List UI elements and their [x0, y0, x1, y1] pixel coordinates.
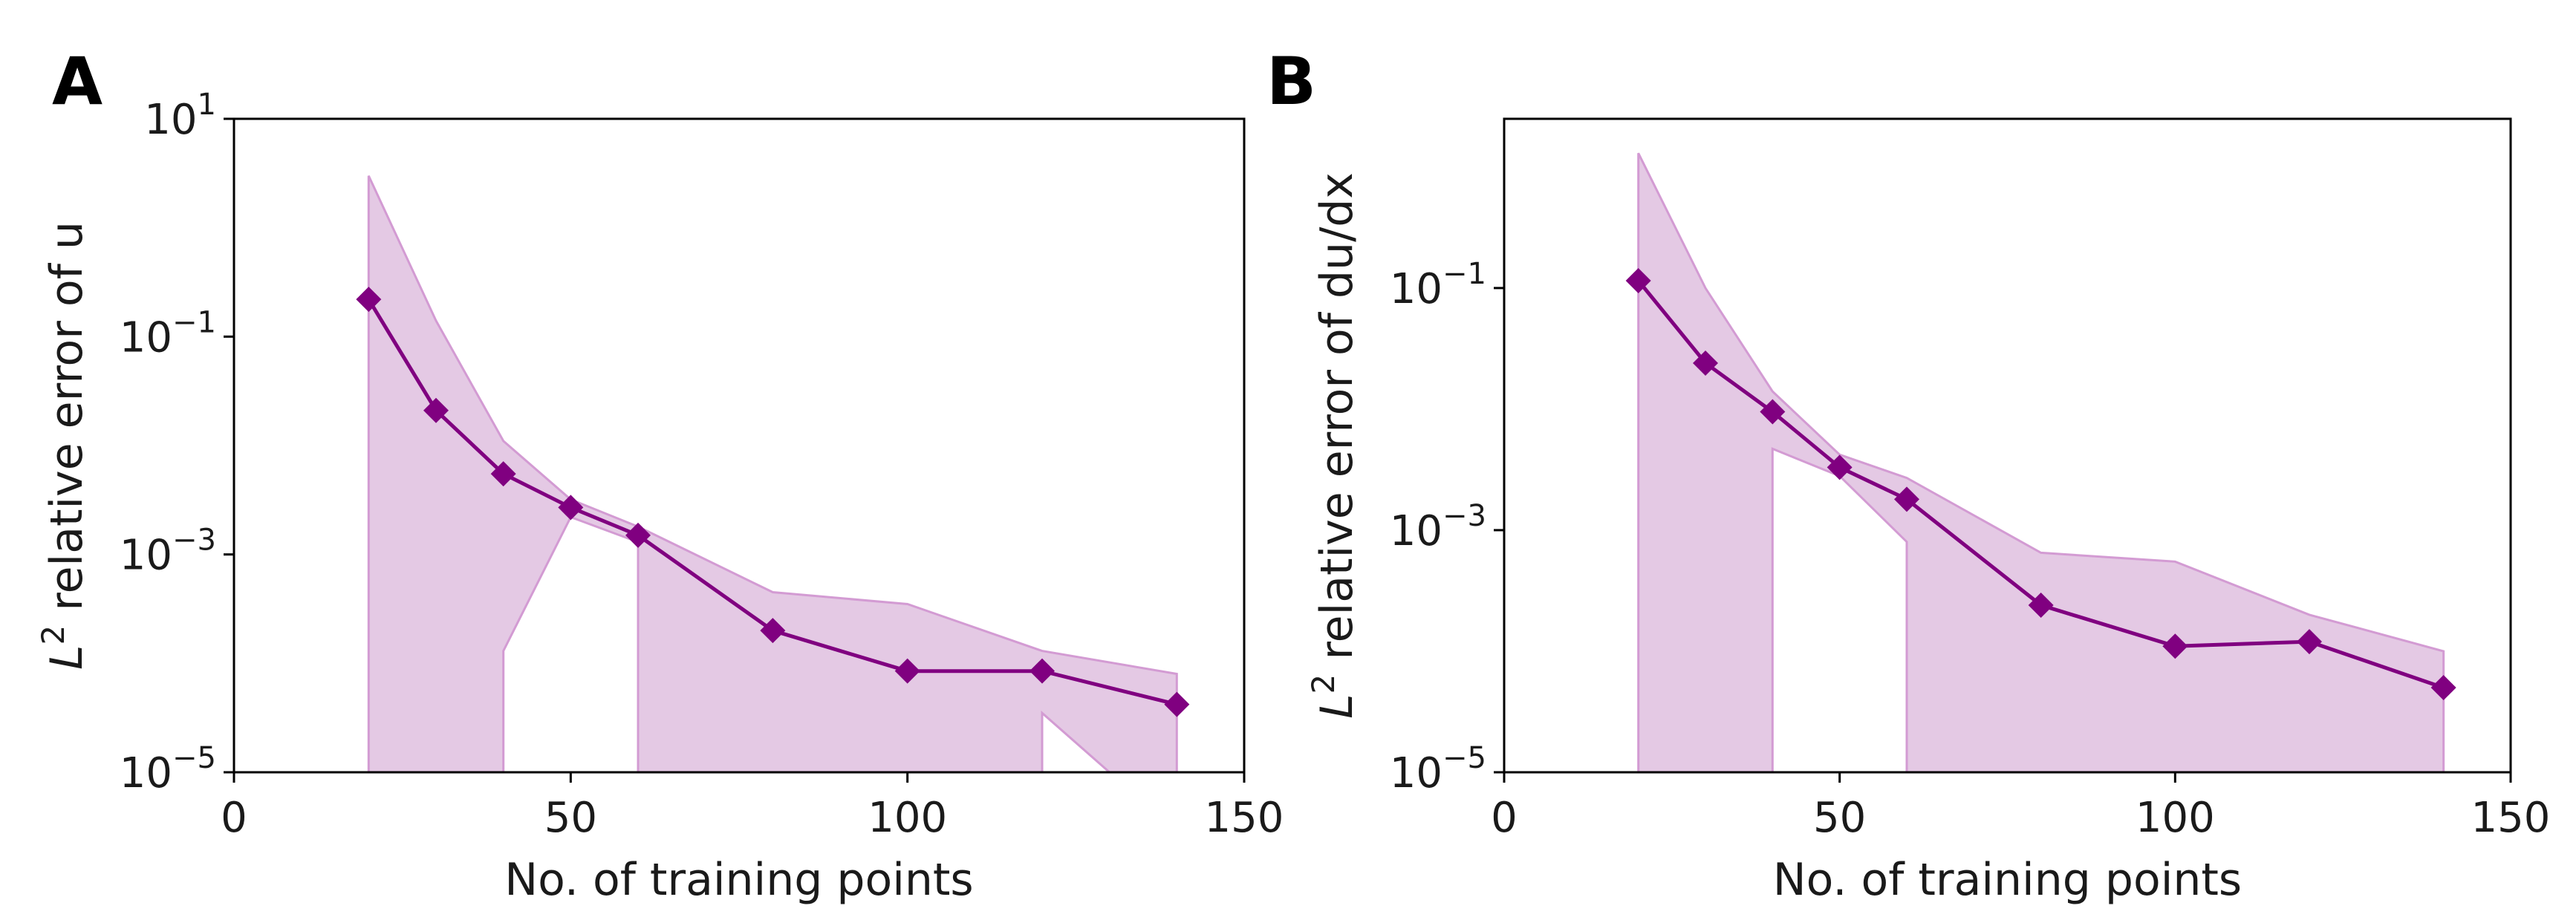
confidence-band: [367, 175, 1178, 774]
data-point-marker: [1164, 691, 1190, 717]
y-tick-exponent: −5: [1443, 741, 1486, 775]
x-tick-label: 100: [2136, 794, 2215, 842]
y-tick-exponent: −1: [1443, 257, 1486, 291]
y-tick-base: 10: [1390, 749, 1443, 798]
y-axis-label: L2 relative error of du/dx: [1305, 172, 1363, 719]
confidence-band: [1637, 152, 2445, 774]
y-tick-label: 10−1: [1390, 257, 1486, 313]
y-tick-label: 10−5: [120, 741, 216, 798]
y-tick-label: 10−1: [120, 305, 216, 362]
axes-frame: [1503, 117, 2512, 774]
y-axis-label-base: L: [1311, 694, 1363, 718]
data-point-marker: [760, 618, 786, 644]
data-point-marker: [423, 397, 449, 423]
x-axis-label: No. of training points: [504, 854, 973, 906]
y-tick-exponent: −3: [172, 524, 216, 558]
x-tick-label: 0: [1491, 794, 1518, 842]
y-tick-base: 10: [1390, 265, 1443, 313]
data-point-marker: [1760, 399, 1786, 425]
data-point-marker: [490, 461, 516, 487]
y-axis-label-sup: 2: [1305, 674, 1341, 694]
y-tick-label: 10−5: [1390, 741, 1486, 798]
data-point-marker: [2430, 675, 2456, 701]
y-tick-exponent: −3: [1443, 499, 1486, 533]
data-point-marker: [558, 495, 584, 521]
y-axis-label: L2 relative error of u: [35, 221, 93, 670]
y-axis-label-sup: 2: [35, 625, 71, 645]
y-tick-base: 10: [120, 532, 172, 580]
data-point-marker: [356, 287, 382, 313]
data-point-marker: [1827, 454, 1853, 480]
y-tick-label: 101: [144, 88, 216, 144]
x-axis-label: No. of training points: [1773, 854, 2242, 906]
x-tick-label: 150: [1205, 794, 1284, 842]
data-point-marker: [1693, 350, 1718, 376]
data-point-marker: [1894, 486, 1919, 512]
data-point-marker: [1030, 658, 1055, 684]
y-tick-label: 10−3: [1390, 499, 1486, 555]
x-tick-label: 50: [544, 794, 597, 842]
y-tick-base: 10: [120, 313, 172, 362]
data-point-marker: [2162, 633, 2188, 659]
y-axis-label-base: L: [41, 645, 93, 670]
data-point-marker: [625, 522, 651, 548]
y-tick-label: 10−3: [120, 524, 216, 580]
y-tick-exponent: −5: [172, 741, 216, 775]
x-tick-label: 50: [1813, 794, 1866, 842]
y-tick-exponent: 1: [198, 88, 216, 122]
y-tick-exponent: −1: [172, 305, 216, 339]
panel-letter: A: [52, 43, 103, 120]
data-point-marker: [2028, 592, 2054, 618]
panel-letter: B: [1266, 43, 1316, 120]
y-tick-base: 10: [144, 96, 197, 144]
axes-frame: [232, 117, 1246, 774]
y-tick-base: 10: [1390, 507, 1443, 555]
data-point-marker: [2297, 629, 2322, 655]
y-axis-label-text: relative error of u: [41, 221, 93, 625]
x-tick-label: 0: [221, 794, 247, 842]
data-point-marker: [894, 658, 920, 684]
y-axis-label-text: relative error of du/dx: [1311, 172, 1363, 674]
data-point-marker: [1625, 268, 1651, 294]
y-tick-base: 10: [120, 749, 172, 798]
x-tick-label: 150: [2471, 794, 2551, 842]
x-tick-label: 100: [868, 794, 947, 842]
